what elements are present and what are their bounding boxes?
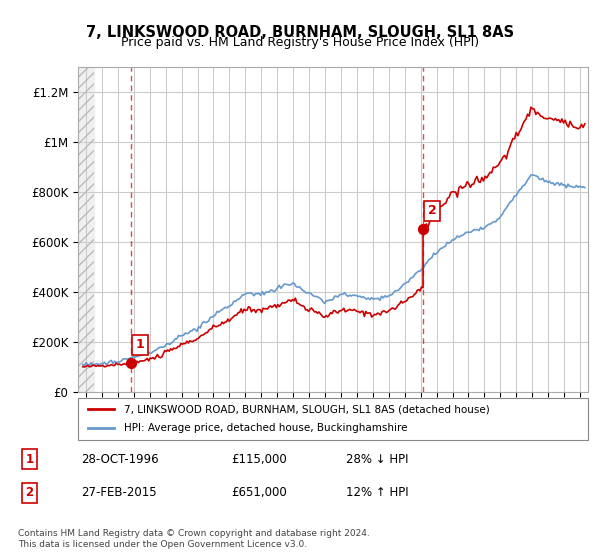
- Text: 2: 2: [25, 486, 34, 500]
- Bar: [78, 67, 94, 392]
- Text: Price paid vs. HM Land Registry's House Price Index (HPI): Price paid vs. HM Land Registry's House …: [121, 36, 479, 49]
- Text: £651,000: £651,000: [231, 486, 287, 500]
- Point: [418, 225, 428, 234]
- Text: 7, LINKSWOOD ROAD, BURNHAM, SLOUGH, SL1 8AS: 7, LINKSWOOD ROAD, BURNHAM, SLOUGH, SL1 …: [86, 25, 514, 40]
- Text: 1: 1: [25, 452, 34, 466]
- Bar: [78, 67, 94, 392]
- Text: HPI: Average price, detached house, Buckinghamshire: HPI: Average price, detached house, Buck…: [124, 423, 407, 433]
- Text: 1: 1: [136, 338, 145, 351]
- Text: 28-OCT-1996: 28-OCT-1996: [81, 452, 159, 466]
- Text: Contains HM Land Registry data © Crown copyright and database right 2024.
This d: Contains HM Land Registry data © Crown c…: [18, 529, 370, 549]
- FancyBboxPatch shape: [78, 398, 588, 440]
- Text: 7, LINKSWOOD ROAD, BURNHAM, SLOUGH, SL1 8AS (detached house): 7, LINKSWOOD ROAD, BURNHAM, SLOUGH, SL1 …: [124, 404, 490, 414]
- Text: £115,000: £115,000: [231, 452, 287, 466]
- Text: 28% ↓ HPI: 28% ↓ HPI: [346, 452, 409, 466]
- Text: 27-FEB-2015: 27-FEB-2015: [81, 486, 157, 500]
- Text: 12% ↑ HPI: 12% ↑ HPI: [346, 486, 409, 500]
- Text: 2: 2: [428, 204, 437, 217]
- Point: [126, 359, 136, 368]
